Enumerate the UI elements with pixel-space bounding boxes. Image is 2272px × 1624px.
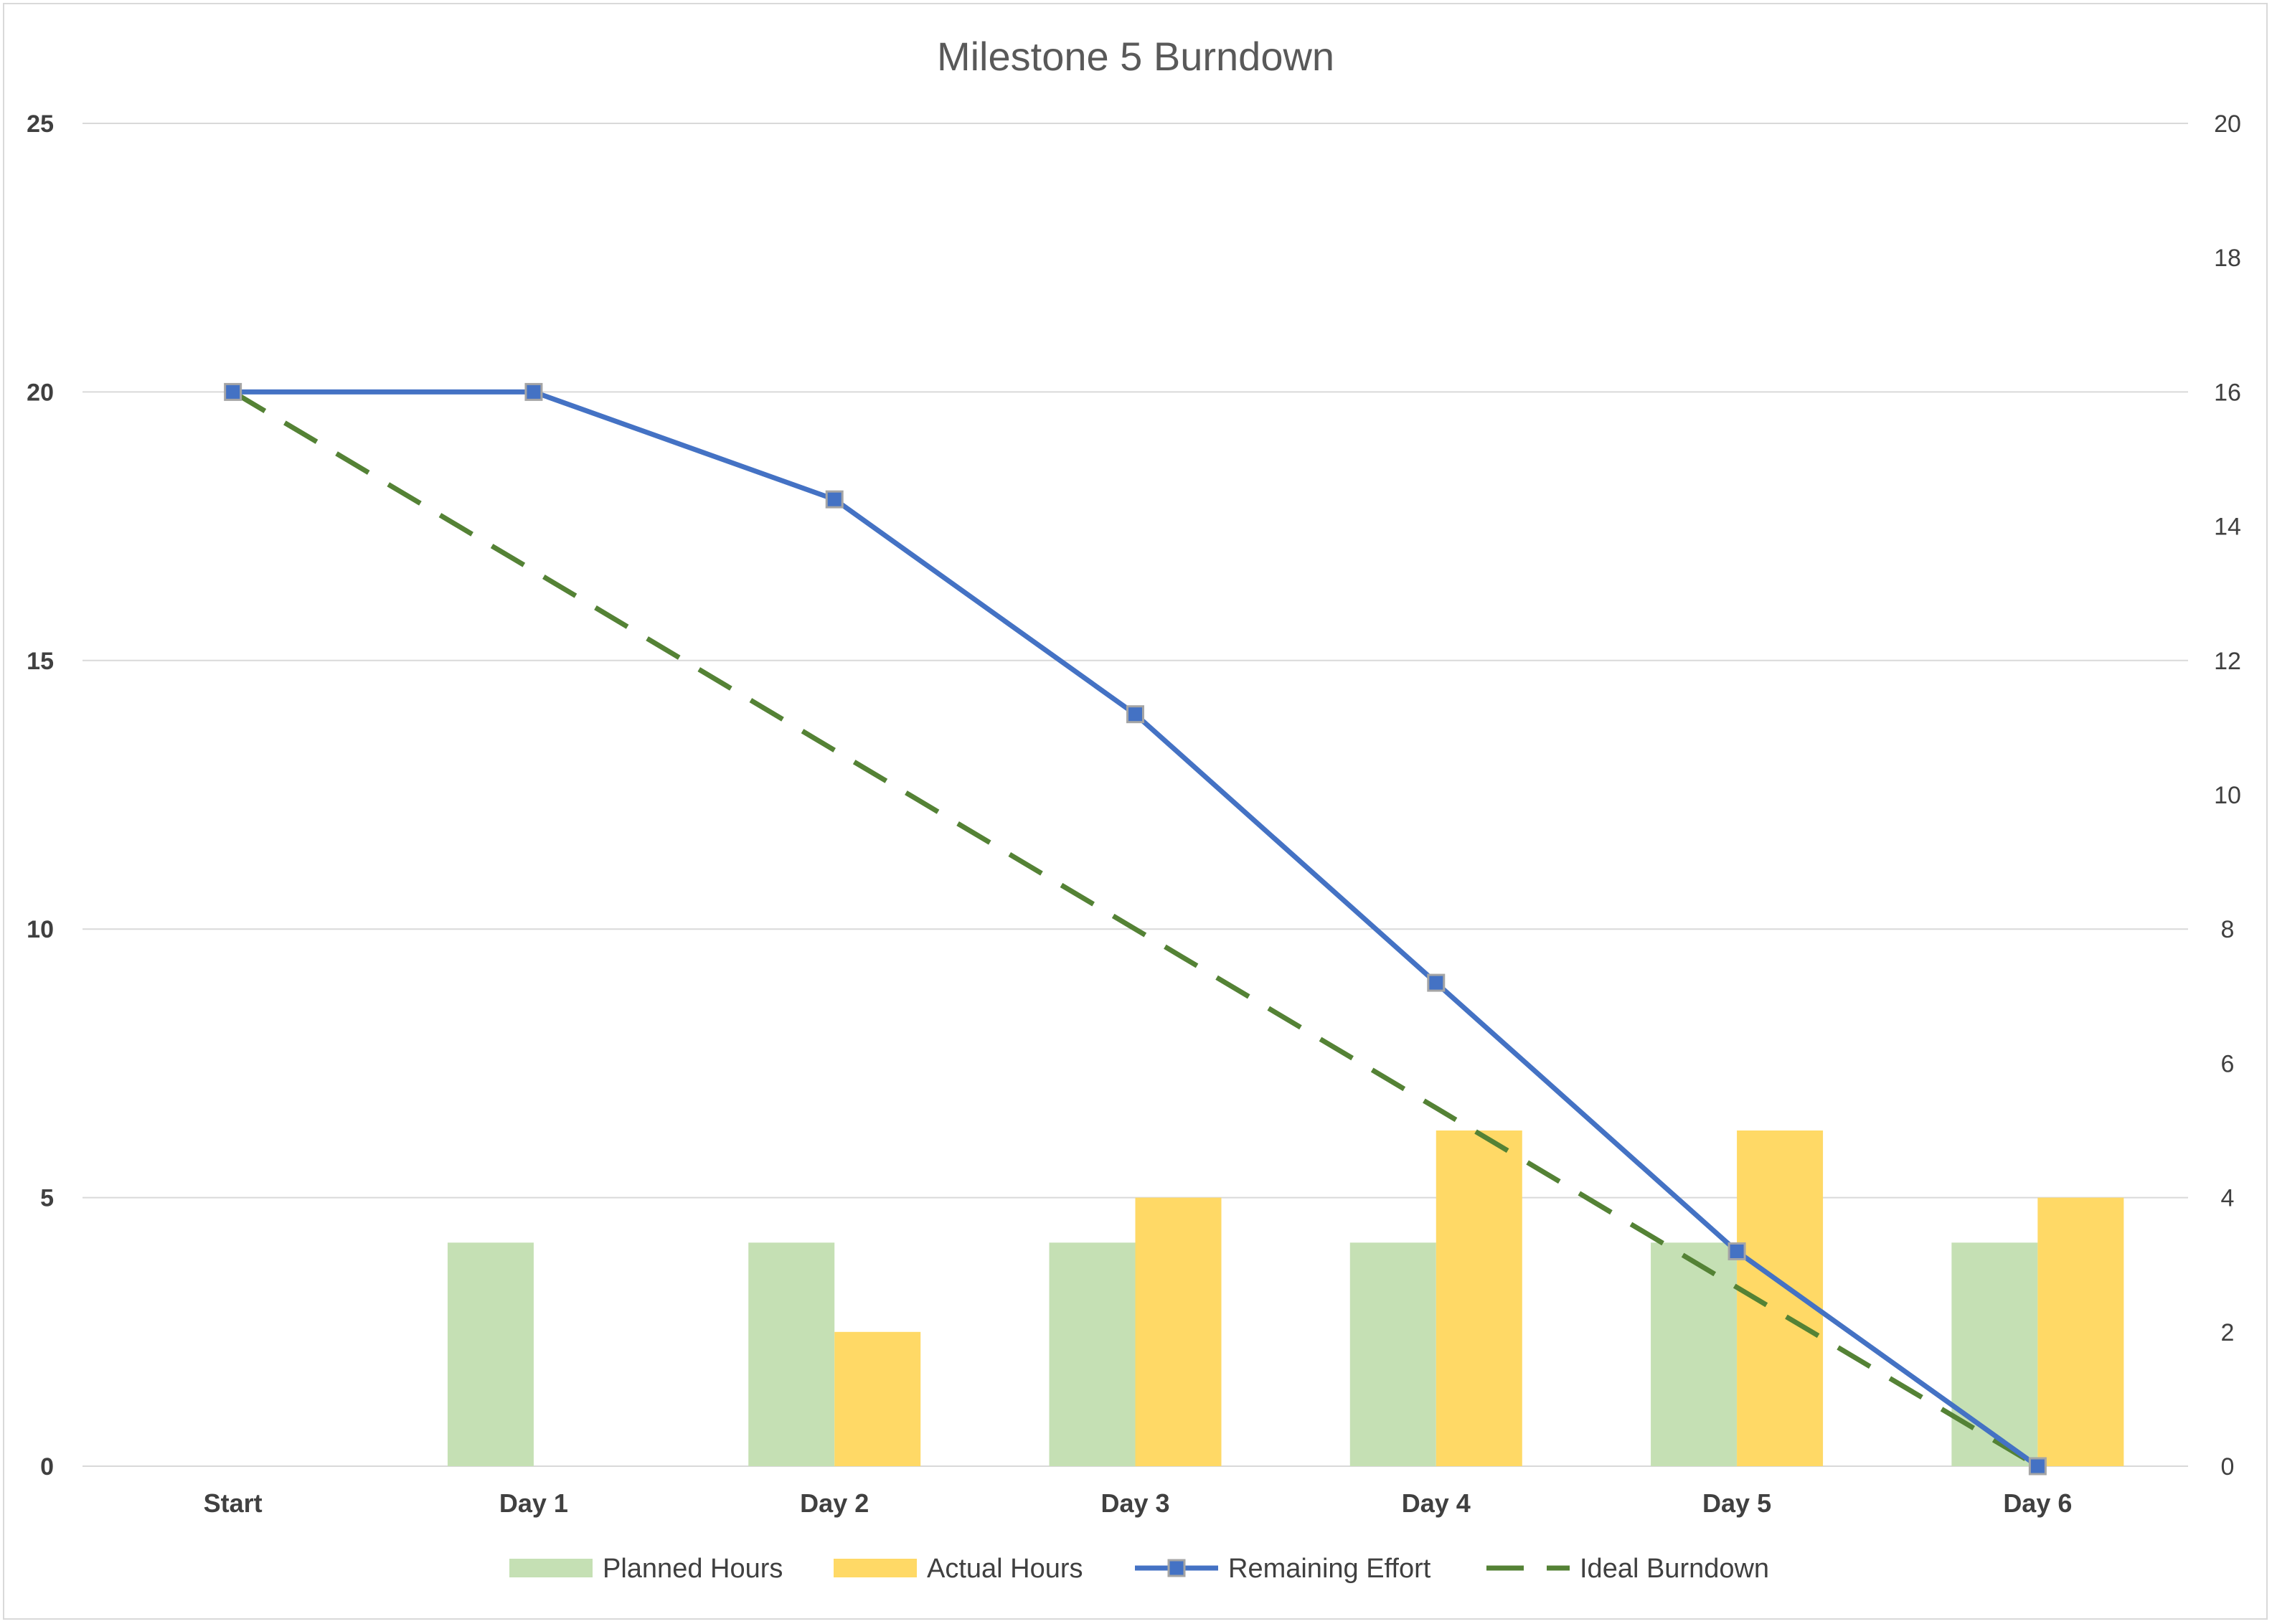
legend-label: Ideal Burndown	[1580, 1554, 1769, 1584]
right-axis-ticks: 0 2 4 6 8 10 12 14 16 18 20	[2214, 110, 2241, 1481]
right-axis-tick-label: 0	[2221, 1453, 2235, 1481]
x-axis-ticks: Start Day 1 Day 2 Day 3 Day 4 Day 5 Day 6	[204, 1488, 2073, 1518]
legend-item: Planned Hours	[509, 1554, 783, 1584]
right-axis-tick-label: 18	[2214, 245, 2241, 272]
legend-swatch	[509, 1559, 593, 1577]
right-axis-tick-label: 4	[2221, 1185, 2235, 1212]
legend-label: Planned Hours	[603, 1554, 783, 1584]
right-axis-tick-label: 6	[2221, 1050, 2235, 1077]
bar-actual-hours	[1135, 1197, 1222, 1466]
legend: Planned Hours Actual Hours Remaining Effor…	[509, 1554, 1769, 1584]
legend-item: Actual Hours	[834, 1554, 1083, 1584]
chart-title: Milestone 5 Burndown	[937, 34, 1334, 79]
marker-point	[1427, 973, 1446, 992]
x-axis-tick-label: Day 1	[499, 1488, 568, 1518]
bar-planned-hours	[748, 1242, 835, 1466]
left-axis-tick-label: 0	[40, 1453, 54, 1481]
right-axis-tick-label: 10	[2214, 782, 2241, 809]
bar-actual-hours	[2037, 1197, 2124, 1466]
x-axis-tick-label: Day 2	[800, 1488, 869, 1518]
bar-actual-hours	[834, 1331, 921, 1466]
left-axis-tick-label: 20	[27, 379, 54, 406]
legend-label: Remaining Effort	[1228, 1554, 1431, 1584]
left-axis-tick-label: 5	[40, 1185, 54, 1212]
legend-swatch	[834, 1559, 917, 1577]
x-axis-tick-label: Day 6	[2003, 1488, 2072, 1518]
bar-actual-hours	[1737, 1130, 1824, 1466]
x-axis-tick-label: Start	[204, 1488, 263, 1518]
marker-point	[524, 382, 543, 401]
bar-series	[447, 1130, 2124, 1466]
line-series	[224, 382, 2047, 1476]
marker-point	[1727, 1242, 1746, 1260]
bar-planned-hours	[1951, 1242, 2038, 1466]
marker-point	[224, 382, 242, 401]
legend-item: Remaining Effort	[1135, 1554, 1431, 1584]
right-axis-tick-label: 12	[2214, 648, 2241, 675]
legend-label: Actual Hours	[927, 1554, 1083, 1584]
x-axis-tick-label: Day 3	[1100, 1488, 1169, 1518]
marker-point	[1126, 705, 1144, 724]
left-axis-tick-label: 15	[27, 648, 54, 675]
x-axis-tick-label: Day 4	[1402, 1488, 1471, 1518]
right-axis-tick-label: 2	[2221, 1319, 2235, 1346]
bar-planned-hours	[1349, 1242, 1436, 1466]
right-axis-tick-label: 14	[2214, 514, 2241, 541]
legend-marker	[1167, 1559, 1186, 1577]
right-axis-tick-label: 16	[2214, 379, 2241, 406]
right-axis-tick-label: 20	[2214, 110, 2241, 138]
bar-planned-hours	[1049, 1242, 1136, 1466]
bar-actual-hours	[1436, 1130, 1522, 1466]
left-axis-tick-label: 25	[27, 110, 54, 138]
right-axis-tick-label: 8	[2221, 916, 2235, 943]
bar-planned-hours	[1651, 1242, 1738, 1466]
bar-planned-hours	[447, 1242, 534, 1466]
left-axis-tick-label: 10	[27, 916, 54, 943]
marker-point	[825, 490, 844, 509]
legend-item: Ideal Burndown	[1486, 1554, 1769, 1584]
x-axis-tick-label: Day 5	[1702, 1488, 1771, 1518]
left-axis-ticks: 0 5 10 15 20 25	[27, 110, 54, 1481]
line-ideal-burndown	[231, 390, 2040, 1469]
marker-point	[2028, 1457, 2047, 1476]
